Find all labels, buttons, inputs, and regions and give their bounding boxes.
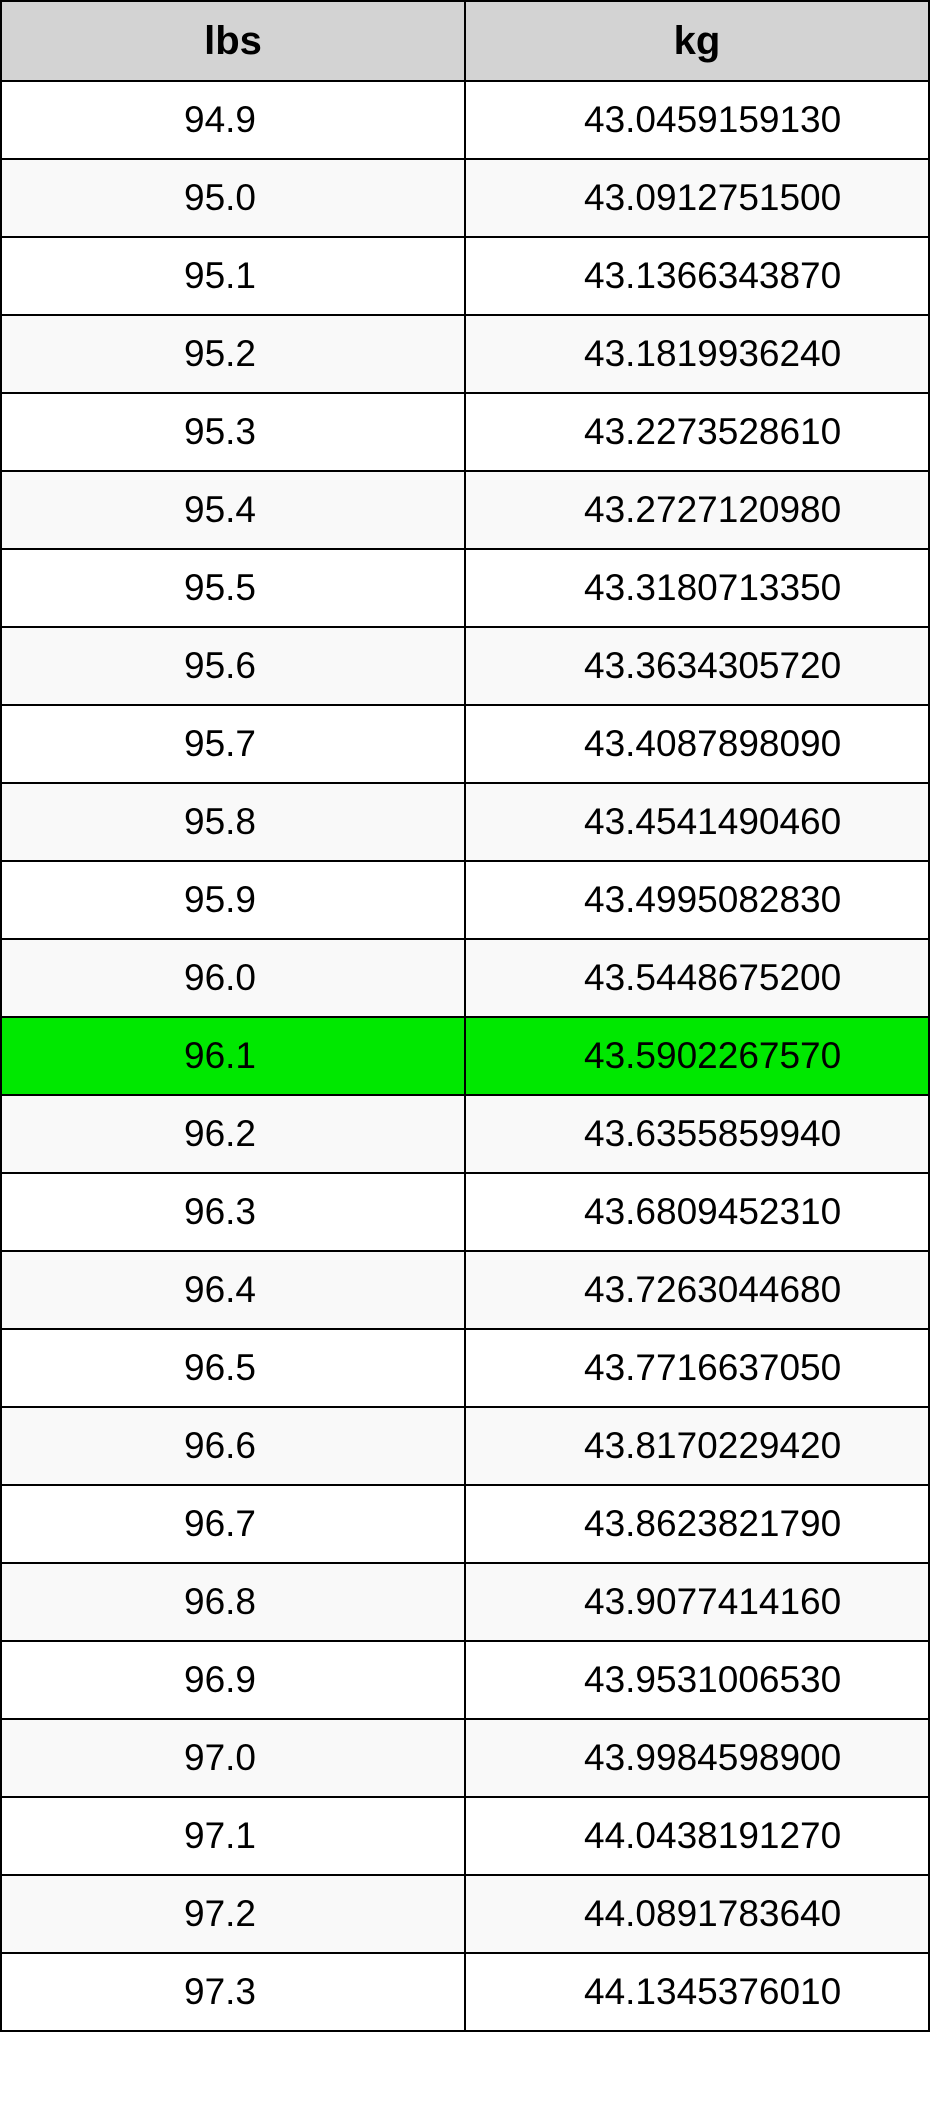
kg-cell: 43.7263044680	[465, 1251, 929, 1329]
lbs-cell: 95.1	[1, 237, 465, 315]
lbs-cell: 95.3	[1, 393, 465, 471]
kg-cell: 43.9531006530	[465, 1641, 929, 1719]
table-header: lbs kg	[1, 1, 929, 81]
table-row: 95.743.4087898090	[1, 705, 929, 783]
table-row: 94.943.0459159130	[1, 81, 929, 159]
lbs-cell: 96.1	[1, 1017, 465, 1095]
lbs-cell: 95.7	[1, 705, 465, 783]
table-row: 95.643.3634305720	[1, 627, 929, 705]
kg-cell: 43.1366343870	[465, 237, 929, 315]
kg-cell: 43.2727120980	[465, 471, 929, 549]
table-row: 95.143.1366343870	[1, 237, 929, 315]
kg-cell: 43.4995082830	[465, 861, 929, 939]
table-row: 96.543.7716637050	[1, 1329, 929, 1407]
table-row: 97.144.0438191270	[1, 1797, 929, 1875]
lbs-cell: 96.9	[1, 1641, 465, 1719]
kg-cell: 44.0891783640	[465, 1875, 929, 1953]
lbs-cell: 97.2	[1, 1875, 465, 1953]
kg-cell: 44.0438191270	[465, 1797, 929, 1875]
lbs-cell: 97.1	[1, 1797, 465, 1875]
kg-cell: 43.8170229420	[465, 1407, 929, 1485]
lbs-cell: 96.7	[1, 1485, 465, 1563]
kg-cell: 43.5902267570	[465, 1017, 929, 1095]
kg-cell: 43.9077414160	[465, 1563, 929, 1641]
table-row: 96.443.7263044680	[1, 1251, 929, 1329]
lbs-cell: 94.9	[1, 81, 465, 159]
table-row: 95.343.2273528610	[1, 393, 929, 471]
table-row: 95.543.3180713350	[1, 549, 929, 627]
kg-cell: 43.0459159130	[465, 81, 929, 159]
table-row: 97.043.9984598900	[1, 1719, 929, 1797]
table-row: 96.643.8170229420	[1, 1407, 929, 1485]
lbs-cell: 96.6	[1, 1407, 465, 1485]
kg-cell: 43.8623821790	[465, 1485, 929, 1563]
header-lbs: lbs	[1, 1, 465, 81]
lbs-cell: 96.4	[1, 1251, 465, 1329]
table-row: 95.843.4541490460	[1, 783, 929, 861]
table-row: 96.143.5902267570	[1, 1017, 929, 1095]
table-row: 97.244.0891783640	[1, 1875, 929, 1953]
lbs-cell: 95.0	[1, 159, 465, 237]
lbs-cell: 95.2	[1, 315, 465, 393]
lbs-cell: 96.0	[1, 939, 465, 1017]
kg-cell: 43.6809452310	[465, 1173, 929, 1251]
conversion-table-container: lbs kg 94.943.045915913095.043.091275150…	[0, 0, 930, 2032]
table-row: 96.343.6809452310	[1, 1173, 929, 1251]
kg-cell: 43.4541490460	[465, 783, 929, 861]
lbs-cell: 96.2	[1, 1095, 465, 1173]
table-row: 97.344.1345376010	[1, 1953, 929, 2031]
kg-cell: 44.1345376010	[465, 1953, 929, 2031]
header-kg: kg	[465, 1, 929, 81]
lbs-cell: 96.8	[1, 1563, 465, 1641]
kg-cell: 43.0912751500	[465, 159, 929, 237]
lbs-cell: 97.3	[1, 1953, 465, 2031]
table-row: 95.943.4995082830	[1, 861, 929, 939]
lbs-cell: 95.8	[1, 783, 465, 861]
header-row: lbs kg	[1, 1, 929, 81]
kg-cell: 43.4087898090	[465, 705, 929, 783]
conversion-table: lbs kg 94.943.045915913095.043.091275150…	[0, 0, 930, 2032]
lbs-cell: 96.3	[1, 1173, 465, 1251]
table-row: 96.243.6355859940	[1, 1095, 929, 1173]
kg-cell: 43.3634305720	[465, 627, 929, 705]
lbs-cell: 95.9	[1, 861, 465, 939]
kg-cell: 43.5448675200	[465, 939, 929, 1017]
kg-cell: 43.6355859940	[465, 1095, 929, 1173]
kg-cell: 43.3180713350	[465, 549, 929, 627]
lbs-cell: 97.0	[1, 1719, 465, 1797]
lbs-cell: 95.6	[1, 627, 465, 705]
table-row: 95.043.0912751500	[1, 159, 929, 237]
lbs-cell: 96.5	[1, 1329, 465, 1407]
kg-cell: 43.1819936240	[465, 315, 929, 393]
table-row: 96.043.5448675200	[1, 939, 929, 1017]
kg-cell: 43.9984598900	[465, 1719, 929, 1797]
table-row: 95.443.2727120980	[1, 471, 929, 549]
table-row: 96.743.8623821790	[1, 1485, 929, 1563]
lbs-cell: 95.4	[1, 471, 465, 549]
table-row: 96.843.9077414160	[1, 1563, 929, 1641]
kg-cell: 43.2273528610	[465, 393, 929, 471]
lbs-cell: 95.5	[1, 549, 465, 627]
table-body: 94.943.045915913095.043.091275150095.143…	[1, 81, 929, 2031]
table-row: 95.243.1819936240	[1, 315, 929, 393]
table-row: 96.943.9531006530	[1, 1641, 929, 1719]
kg-cell: 43.7716637050	[465, 1329, 929, 1407]
